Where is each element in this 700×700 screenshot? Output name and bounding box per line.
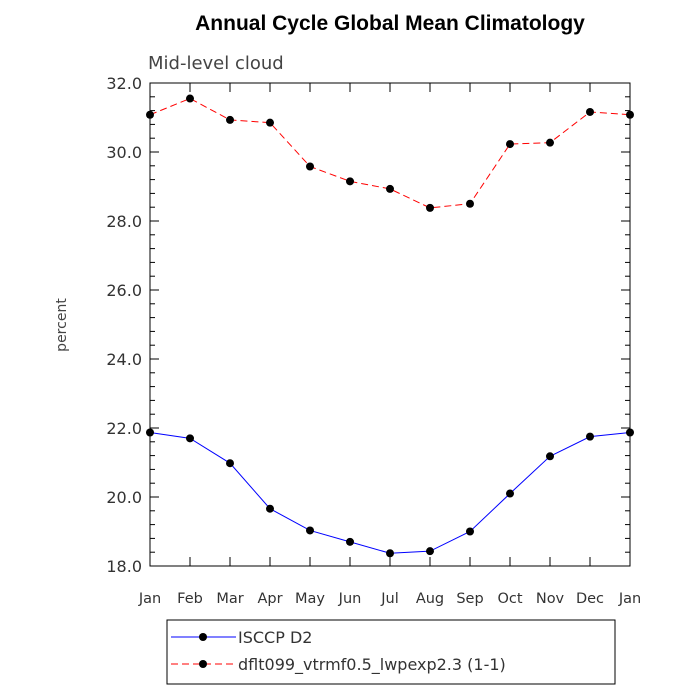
series-2-point [506,140,514,149]
series-1-point [386,549,394,558]
legend: ISCCP D2 dflt099_vtrmf0.5_lwpexp2.3 (1-1) [166,619,616,685]
series-2-point [346,177,354,186]
x-tick-label: Apr [257,591,282,607]
series-2-point [426,203,434,212]
x-tick-label: Aug [416,591,444,607]
series-1-point [546,452,554,461]
series-2-point [146,110,154,119]
x-tick-label: Feb [177,591,203,607]
x-tick-label: Jul [380,591,399,607]
y-tick-label: 24.0 [106,350,142,369]
series-1-point [426,547,434,556]
series-1-point [466,527,474,536]
x-tick-label: Sep [456,591,483,607]
series-2-point [226,115,234,124]
series-1-point [586,432,594,441]
series-1-point [266,504,274,513]
x-tick-label: Jan [618,591,641,607]
y-tick-label: 20.0 [106,488,142,507]
axis-ticks: 18.0 20.0 22.0 24.0 26.0 28.0 30.0 32.0 Jan Feb Ma… [106,74,641,607]
series-1-point [186,434,194,443]
series-2-point [586,107,594,116]
x-tick-label: Oct [497,591,522,607]
y-tick-label: 30.0 [106,143,142,162]
y-tick-label: 26.0 [106,281,142,300]
plot-frame [149,82,631,567]
series-layer [146,94,634,558]
series-2-point [386,184,394,193]
y-tick-label: 28.0 [106,212,142,231]
legend-label-2: dflt099_vtrmf0.5_lwpexp2.3 (1-1) [238,655,506,675]
chart-subtitle: Mid-level cloud [148,53,284,74]
series-1-point [346,537,354,546]
chart-title: Annual Cycle Global Mean Climatology [195,12,585,35]
y-axis-label: percent [54,298,70,352]
series-1-point [146,428,154,437]
x-tick-label: May [295,591,325,607]
series-1-point [306,526,314,535]
series-2-point [266,118,274,127]
series-1-point [506,489,514,498]
x-tick-label: Dec [576,591,604,607]
series-2-point [186,94,194,103]
x-tick-label: Nov [536,591,565,607]
series-line-1 [149,431,631,554]
series-2-point [306,162,314,171]
series-2-point [466,199,474,208]
series-2-point [626,110,634,119]
legend-box [166,619,616,685]
y-tick-label: 32.0 [106,74,142,93]
legend-label-1: ISCCP D2 [238,628,312,647]
series-2-point [546,138,554,147]
x-tick-label: Jan [138,591,161,607]
series-1-point [226,459,234,468]
y-tick-label: 18.0 [106,557,142,576]
series-1-point [626,428,634,437]
x-tick-label: Jun [338,591,362,607]
legend-marker-1 [199,633,207,641]
y-tick-label: 22.0 [106,419,142,438]
legend-marker-2 [199,660,207,668]
x-tick-label: Mar [216,591,243,607]
